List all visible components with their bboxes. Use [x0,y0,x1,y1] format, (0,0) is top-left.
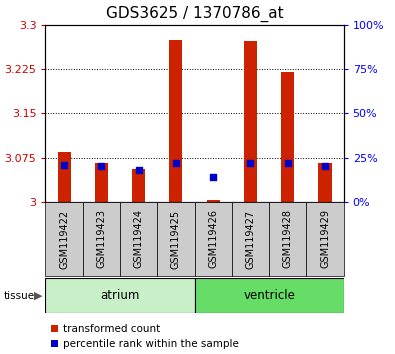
Bar [194,202,232,276]
Point [98,164,105,169]
Text: ventricle: ventricle [243,289,295,302]
Point [322,164,328,169]
Bar [281,72,294,202]
Text: ▶: ▶ [34,291,42,301]
Bar [194,278,344,313]
Bar [58,152,71,202]
Legend: transformed count, percentile rank within the sample: transformed count, percentile rank withi… [51,324,239,349]
Bar [157,202,194,276]
Bar [232,202,269,276]
Text: GSM119429: GSM119429 [320,210,330,268]
Bar [45,278,194,313]
Text: GSM119427: GSM119427 [245,209,256,269]
Text: atrium: atrium [100,289,140,302]
Point [210,174,216,180]
Bar [95,164,108,202]
Text: tissue: tissue [4,291,35,301]
Point [284,160,291,166]
Text: GSM119425: GSM119425 [171,209,181,269]
Bar [269,202,307,276]
Text: GSM119426: GSM119426 [208,210,218,268]
Text: GSM119424: GSM119424 [134,210,144,268]
Text: GSM119422: GSM119422 [59,209,69,269]
Point [173,160,179,166]
Bar [45,202,83,276]
Point [61,162,67,167]
Bar [169,40,182,202]
Title: GDS3625 / 1370786_at: GDS3625 / 1370786_at [106,6,283,22]
Bar [207,200,220,202]
Bar [83,202,120,276]
Point [135,167,142,173]
Bar [120,202,157,276]
Point [247,160,254,166]
Bar [244,41,257,202]
Bar [132,169,145,202]
Bar [307,202,344,276]
Text: GSM119423: GSM119423 [96,210,106,268]
Bar [318,164,331,202]
Text: GSM119428: GSM119428 [283,210,293,268]
